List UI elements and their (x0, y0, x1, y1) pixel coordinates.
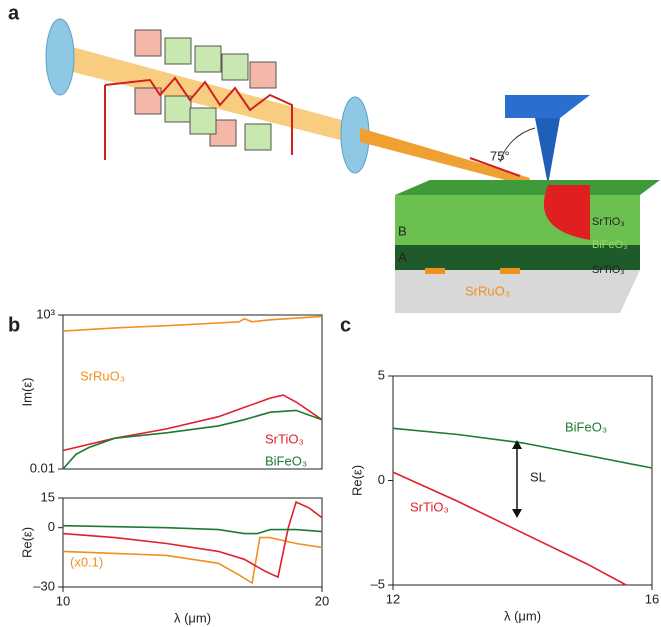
layer-label: A (398, 249, 407, 264)
series-line (62, 394, 323, 452)
series-line (62, 500, 323, 579)
y-tick-label: 5 (378, 367, 385, 382)
layer-label: BiFeO₃ (592, 239, 628, 251)
series-label: SrTiO₃ (410, 499, 449, 514)
arrow-head (512, 509, 522, 518)
series-label: SrRuO₃ (80, 368, 125, 383)
y-tick-label: 0 (48, 519, 55, 534)
series-label: BiFeO₃ (565, 419, 607, 434)
y-tick-label: –5 (371, 576, 385, 591)
series-line (62, 524, 323, 535)
series-line (392, 427, 653, 469)
y-tick-label: 15 (41, 489, 55, 504)
y-tick-label: 0.01 (30, 460, 55, 475)
series-label: SrTiO₃ (265, 431, 304, 446)
plot-frame (62, 314, 323, 470)
panel-label: c (340, 314, 351, 336)
y-axis-label: Re(ε) (349, 465, 364, 496)
panel-label: a (8, 2, 20, 24)
series-line (62, 315, 323, 332)
y-tick-label: 0 (378, 472, 385, 487)
y-axis-label: Re(ε) (19, 527, 34, 558)
series-line (62, 536, 323, 585)
series-line (62, 409, 323, 470)
annotation: (x0.1) (70, 554, 103, 569)
angle-label: 75° (490, 148, 510, 163)
annotation: SL (530, 469, 546, 484)
plot-frame (392, 375, 653, 586)
x-tick-label: 16 (645, 591, 659, 606)
series-line (392, 471, 627, 586)
panel-label: b (8, 314, 20, 336)
arrow-head (512, 440, 522, 449)
layer-label: SrRuO₃ (465, 283, 510, 298)
x-axis-label: λ (μm) (504, 608, 541, 623)
y-tick-label: 10³ (36, 306, 55, 321)
x-tick-label: 12 (386, 591, 400, 606)
plot-frame (62, 497, 323, 588)
y-axis-label: Im(ε) (19, 378, 34, 407)
y-tick-label: –30 (33, 578, 55, 593)
x-axis-label: λ (μm) (174, 610, 211, 625)
x-tick-label: 20 (315, 593, 329, 608)
x-tick-label: 10 (56, 593, 70, 608)
layer-label: SrTiO₃ (592, 264, 625, 276)
setup-diagram (45, 18, 660, 313)
layer-label: SrTiO₃ (592, 216, 625, 228)
layer-label: B (398, 223, 407, 238)
series-label: BiFeO₃ (265, 453, 307, 468)
